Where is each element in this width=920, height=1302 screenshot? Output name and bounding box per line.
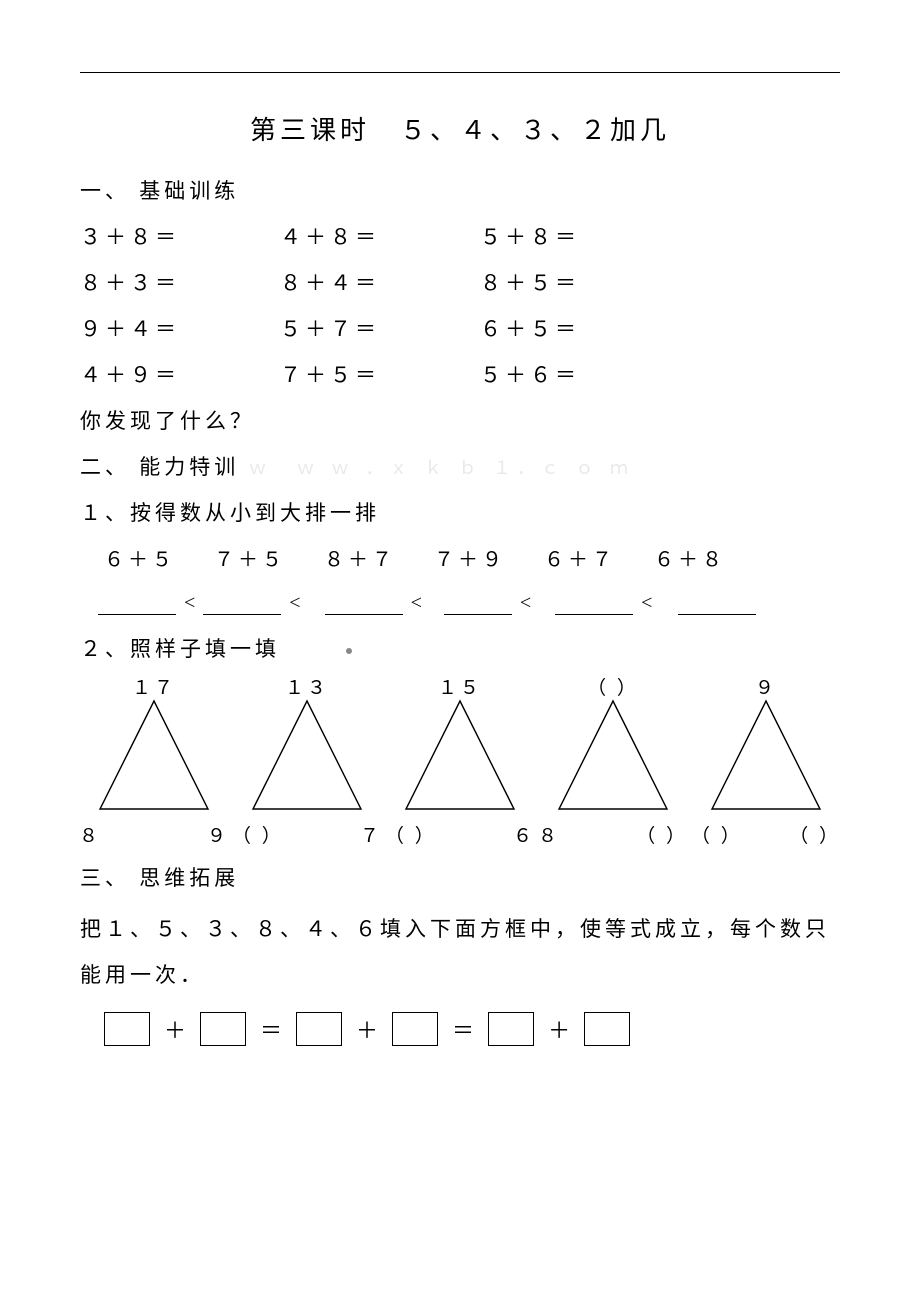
triangle-item: （ ） ８ （ ） — [543, 673, 683, 848]
equation: ４＋８＝ — [280, 221, 440, 251]
triangle-item: １７ ８ ９ — [84, 673, 224, 848]
answer-blank[interactable] — [98, 592, 176, 615]
triangle-top[interactable]: （ ） — [587, 673, 639, 695]
answer-blank[interactable] — [444, 592, 512, 615]
answer-blank[interactable] — [678, 592, 756, 615]
equation: ８＋５＝ — [480, 267, 640, 297]
equals-sign: ＝ — [452, 1013, 474, 1045]
answer-blank[interactable] — [555, 592, 633, 615]
answer-box[interactable] — [104, 1012, 150, 1046]
triangle-left: ８ — [538, 821, 560, 848]
section-2-heading: 二、 能力特训 ｗ ｗ ｗ ．ｘ ｋ ｂ １．ｃ ｏ ｍ — [80, 451, 840, 481]
dot-icon — [346, 648, 352, 654]
less-than: < — [409, 592, 424, 615]
equation-grid: ３＋８＝ ４＋８＝ ５＋８＝ ８＋３＝ ８＋４＝ ８＋５＝ ９＋４＝ ５＋７＝ … — [80, 221, 840, 389]
equation-row: ３＋８＝ ４＋８＝ ５＋８＝ — [80, 221, 840, 251]
item-1-label: １、按得数从小到大排一排 — [80, 497, 840, 527]
sort-item: ８＋７ — [324, 543, 396, 572]
triangle-top: １７ — [132, 673, 176, 695]
triangle-item: １５ （ ） ６ — [390, 673, 530, 848]
item-2-row: ２、照样子填一填 — [80, 633, 840, 663]
equation-row: ９＋４＝ ５＋７＝ ６＋５＝ — [80, 313, 840, 343]
triangle-bottom: ８ ９ — [79, 821, 229, 848]
answer-box[interactable] — [296, 1012, 342, 1046]
equation: ３＋８＝ — [80, 221, 240, 251]
sort-item: ６＋５ — [104, 543, 176, 572]
sort-item: ７＋９ — [434, 543, 506, 572]
triangle-item: ９ （ ） （ ） — [696, 673, 836, 848]
answer-blank[interactable] — [325, 592, 403, 615]
answer-box[interactable] — [488, 1012, 534, 1046]
triangle-bottom: （ ） ７ — [232, 821, 382, 848]
sort-item: ６＋８ — [654, 543, 726, 572]
equation: ８＋４＝ — [280, 267, 440, 297]
section-3-heading: 三、 思维拓展 — [80, 862, 840, 892]
triangle-right[interactable]: （ ） — [789, 821, 841, 848]
triangle-right: ９ — [207, 821, 229, 848]
triangle-left[interactable]: （ ） — [385, 821, 437, 848]
answer-blank[interactable] — [203, 592, 281, 615]
answer-box[interactable] — [200, 1012, 246, 1046]
box-equation: ＋ ＝ ＋ ＝ ＋ — [104, 1012, 840, 1046]
sort-item: ７＋５ — [214, 543, 286, 572]
plus-sign: ＋ — [356, 1013, 378, 1045]
plus-sign: ＋ — [548, 1013, 570, 1045]
triangle-top: ９ — [755, 673, 777, 695]
item-2-label: ２、照样子填一填 — [80, 633, 280, 663]
equals-sign: ＝ — [260, 1013, 282, 1045]
sort-item: ６＋７ — [544, 543, 616, 572]
triangle-top: １３ — [285, 673, 329, 695]
equation: ５＋６＝ — [480, 359, 640, 389]
equation-row: ８＋３＝ ８＋４＝ ８＋５＝ — [80, 267, 840, 297]
triangle-icon — [247, 695, 367, 815]
triangle-top: １５ — [438, 673, 482, 695]
top-rule — [80, 72, 840, 73]
sort-expressions: ６＋５ ７＋５ ８＋７ ７＋９ ６＋７ ６＋８ — [104, 543, 840, 572]
less-than: < — [518, 592, 533, 615]
equation: ５＋７＝ — [280, 313, 440, 343]
section-3-text: 把１、５、３、８、４、６填入下面方框中，使等式成立，每个数只能用一次． — [80, 906, 840, 998]
triangle-right: ６ — [513, 821, 535, 848]
answer-box[interactable] — [584, 1012, 630, 1046]
triangle-item: １３ （ ） ７ — [237, 673, 377, 848]
section-2-heading-text: 二、 能力特训 — [80, 455, 239, 479]
less-than: < — [182, 592, 197, 615]
equation: ７＋５＝ — [280, 359, 440, 389]
equation: ８＋３＝ — [80, 267, 240, 297]
triangle-row: １７ ８ ９ １３ （ ） ７ １５ （ ） — [80, 673, 840, 848]
triangle-bottom: （ ） ６ — [385, 821, 535, 848]
less-than: < — [639, 592, 654, 615]
equation: ４＋９＝ — [80, 359, 240, 389]
triangle-right: ７ — [360, 821, 382, 848]
triangle-icon — [400, 695, 520, 815]
less-than: < — [287, 592, 302, 615]
triangle-icon — [553, 695, 673, 815]
plus-sign: ＋ — [164, 1013, 186, 1045]
triangle-icon — [706, 695, 826, 815]
answer-box[interactable] — [392, 1012, 438, 1046]
triangle-bottom: ８ （ ） — [538, 821, 688, 848]
section-1-question: 你发现了什么？ — [80, 405, 840, 435]
equation: ９＋４＝ — [80, 313, 240, 343]
triangle-bottom: （ ） （ ） — [691, 821, 841, 848]
watermark-text: ｗ ｗ ｗ ．ｘ ｋ ｂ １．ｃ ｏ ｍ — [249, 458, 635, 478]
page-title: 第三课时 ５、４、３、２加几 — [80, 110, 840, 147]
triangle-icon — [94, 695, 214, 815]
triangle-left[interactable]: （ ） — [691, 821, 743, 848]
equation: ６＋５＝ — [480, 313, 640, 343]
triangle-left: ８ — [79, 821, 101, 848]
triangle-left[interactable]: （ ） — [232, 821, 284, 848]
triangle-right[interactable]: （ ） — [636, 821, 688, 848]
equation-row: ４＋９＝ ７＋５＝ ５＋６＝ — [80, 359, 840, 389]
worksheet-page: 第三课时 ５、４、３、２加几 一、 基础训练 ３＋８＝ ４＋８＝ ５＋８＝ ８＋… — [0, 0, 920, 1302]
section-1-heading: 一、 基础训练 — [80, 175, 840, 205]
equation: ５＋８＝ — [480, 221, 640, 251]
inequality-line: < < < < < — [98, 592, 840, 615]
